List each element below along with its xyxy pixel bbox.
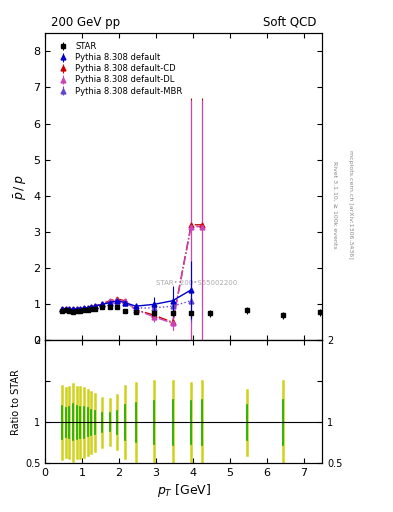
Text: mcplots.cern.ch [arXiv:1306.3436]: mcplots.cern.ch [arXiv:1306.3436] [348, 151, 353, 259]
Text: Soft QCD: Soft QCD [263, 16, 317, 29]
Legend: STAR, Pythia 8.308 default, Pythia 8.308 default-CD, Pythia 8.308 default-DL, Py: STAR, Pythia 8.308 default, Pythia 8.308… [52, 40, 184, 97]
Y-axis label: Ratio to STAR: Ratio to STAR [11, 369, 21, 435]
X-axis label: $p_T$ [GeV]: $p_T$ [GeV] [156, 482, 211, 499]
Text: 200 GeV pp: 200 GeV pp [51, 16, 120, 29]
Y-axis label: $\bar{p}\,/\,p$: $\bar{p}\,/\,p$ [13, 174, 29, 200]
Text: STAR• 200•S65002200: STAR• 200•S65002200 [156, 280, 237, 286]
Text: Rivet 3.1.10, ≥ 100k events: Rivet 3.1.10, ≥ 100k events [332, 161, 337, 249]
